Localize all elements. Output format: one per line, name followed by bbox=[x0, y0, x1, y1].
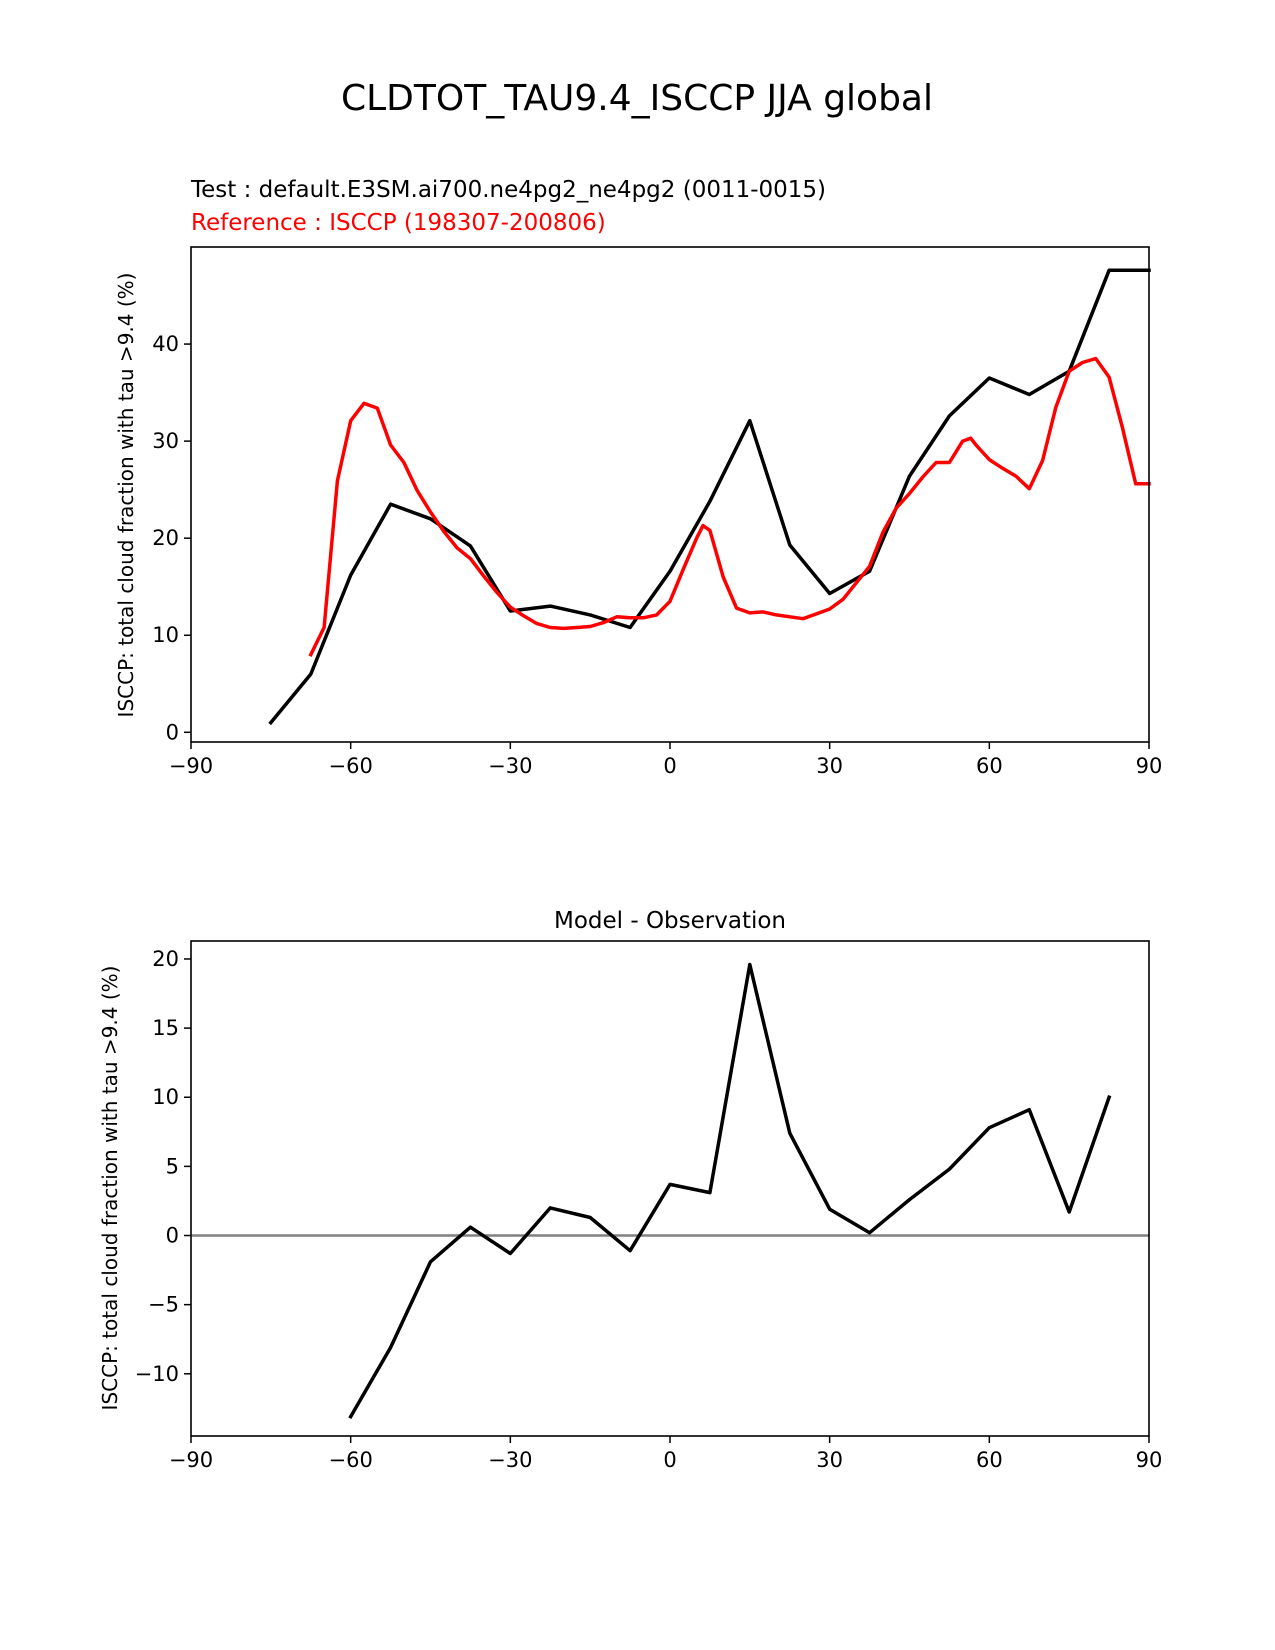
series-line-0 bbox=[268, 268, 1151, 726]
y-tick-label: 5 bbox=[166, 1154, 179, 1178]
series-line-1 bbox=[308, 356, 1151, 657]
x-tick-label: 60 bbox=[976, 1448, 1003, 1472]
y-tick-label: 40 bbox=[152, 332, 179, 356]
y-tick-label: −5 bbox=[148, 1293, 179, 1317]
y-tick-label: 20 bbox=[152, 947, 179, 971]
plot-frame-top bbox=[190, 246, 1150, 743]
x-tick-label: 90 bbox=[1136, 754, 1163, 778]
test-label: Test : default.E3SM.ai700.ne4pg2_ne4pg2 … bbox=[190, 177, 826, 203]
x-tick-label: 30 bbox=[816, 1448, 843, 1472]
plot-frame-bottom bbox=[190, 940, 1150, 1437]
x-tick-label: 0 bbox=[663, 754, 676, 778]
reference-label: Reference : ISCCP (198307-200806) bbox=[191, 210, 606, 236]
x-tick-label: 0 bbox=[663, 1448, 676, 1472]
x-tick-label: 60 bbox=[976, 754, 1003, 778]
x-tick-label: 90 bbox=[1136, 1448, 1163, 1472]
figure-title: CLDTOT_TAU9.4_ISCCP JJA global bbox=[341, 78, 933, 119]
y-tick-label: 15 bbox=[152, 1016, 179, 1040]
x-tick-label: −60 bbox=[329, 754, 373, 778]
difference-title: Model - Observation bbox=[554, 908, 786, 934]
y-tick-label: 0 bbox=[166, 720, 179, 744]
x-tick-label: −90 bbox=[169, 1448, 213, 1472]
top-panel: Test : default.E3SM.ai700.ne4pg2_ne4pg2 … bbox=[114, 177, 1162, 778]
y-tick-label: 30 bbox=[152, 429, 179, 453]
y-tick-label: 10 bbox=[152, 623, 179, 647]
y-tick-label: −10 bbox=[135, 1362, 179, 1386]
x-tick-label: −30 bbox=[488, 1448, 532, 1472]
y-axis-label-top: ISCCP: total cloud fraction with tau >9.… bbox=[114, 273, 138, 718]
y-tick-label: 20 bbox=[152, 526, 179, 550]
x-tick-label: −30 bbox=[488, 754, 532, 778]
y-axis-label-bottom: ISCCP: total cloud fraction with tau >9.… bbox=[98, 966, 122, 1411]
x-tick-label: −90 bbox=[169, 754, 213, 778]
series-line-0 bbox=[348, 962, 1112, 1419]
bottom-panel: Model - Observation ISCCP: total cloud f… bbox=[98, 908, 1162, 1472]
x-tick-label: 30 bbox=[816, 754, 843, 778]
y-tick-label: 0 bbox=[166, 1224, 179, 1248]
y-tick-label: 10 bbox=[152, 1085, 179, 1109]
x-tick-label: −60 bbox=[329, 1448, 373, 1472]
